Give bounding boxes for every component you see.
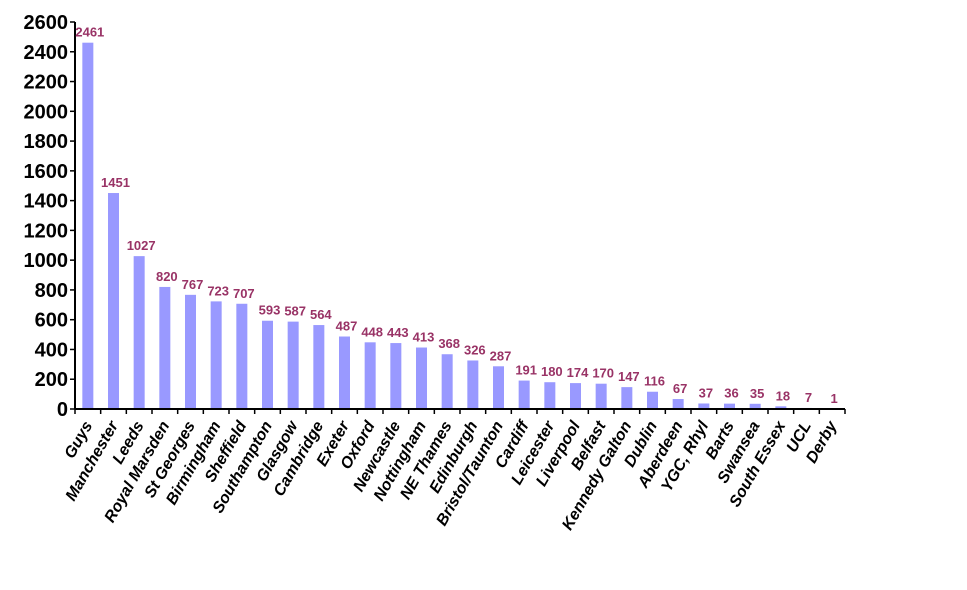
bar xyxy=(339,336,350,409)
bar xyxy=(570,383,581,409)
bar xyxy=(672,399,684,409)
y-tick-label: 600 xyxy=(35,310,68,332)
bar xyxy=(724,403,735,409)
y-tick-label: 1000 xyxy=(24,250,69,272)
bar xyxy=(108,193,119,409)
bar xyxy=(775,406,787,409)
data-label: 180 xyxy=(541,364,563,379)
data-label: 287 xyxy=(490,348,512,363)
bar xyxy=(236,303,248,409)
data-label: 587 xyxy=(284,304,306,319)
bar xyxy=(185,294,196,409)
data-label: 170 xyxy=(592,366,614,381)
bars xyxy=(82,42,838,410)
data-label: 820 xyxy=(156,269,178,284)
y-tick-label: 1800 xyxy=(24,131,69,153)
data-label: 723 xyxy=(207,283,229,298)
data-label: 368 xyxy=(438,336,460,351)
data-label: 2461 xyxy=(75,25,104,40)
y-tick-label: 1400 xyxy=(24,191,69,213)
bar xyxy=(262,320,273,409)
y-tick-label: 2600 xyxy=(24,12,69,34)
data-label: 7 xyxy=(805,390,812,405)
data-label: 564 xyxy=(310,307,332,322)
bar xyxy=(621,387,633,409)
bar xyxy=(647,391,658,409)
bar xyxy=(544,382,556,409)
bar xyxy=(210,301,222,409)
data-label: 413 xyxy=(413,330,435,345)
data-label: 1027 xyxy=(127,238,156,253)
data-label: 35 xyxy=(750,386,764,401)
bar xyxy=(698,403,710,409)
bar xyxy=(133,256,145,409)
bar xyxy=(416,347,427,409)
data-label: 326 xyxy=(464,342,486,357)
data-label: 191 xyxy=(515,363,537,378)
bar xyxy=(364,342,376,409)
y-tick-label: 1600 xyxy=(24,161,69,183)
y-tick-label: 200 xyxy=(35,369,68,391)
y-tick-label: 400 xyxy=(35,339,68,361)
bar xyxy=(441,354,453,409)
data-label: 67 xyxy=(673,381,687,396)
bar xyxy=(749,403,761,409)
data-label: 1451 xyxy=(101,175,130,190)
data-label: 116 xyxy=(644,374,665,389)
data-label: 443 xyxy=(387,325,409,340)
y-axis: 0 200 400 600 800 1000 1200 1400 1600 1800 2000 220… xyxy=(24,12,76,421)
data-label: 147 xyxy=(618,369,640,384)
y-tick-label: 2000 xyxy=(24,101,69,123)
bar xyxy=(287,321,299,409)
bar xyxy=(493,366,504,409)
bar xyxy=(390,343,402,409)
bar xyxy=(159,286,171,409)
data-label: 36 xyxy=(724,386,738,401)
data-label: 18 xyxy=(776,388,790,403)
bar xyxy=(467,360,479,409)
y-tick-label: 2200 xyxy=(24,72,69,94)
data-label: 707 xyxy=(233,286,255,301)
data-label: 593 xyxy=(259,303,281,318)
data-label: 174 xyxy=(567,365,589,380)
bar xyxy=(595,383,607,409)
bar xyxy=(313,325,325,409)
data-label: 487 xyxy=(336,319,358,334)
bar xyxy=(518,380,530,409)
data-label: 448 xyxy=(361,324,383,339)
data-label: 767 xyxy=(182,277,204,292)
y-tick-label: 800 xyxy=(35,280,68,302)
data-label: 1 xyxy=(831,391,838,406)
data-label: 37 xyxy=(699,385,713,400)
y-tick-label: 0 xyxy=(57,399,68,421)
bar xyxy=(82,42,94,410)
y-tick-label: 1200 xyxy=(24,220,69,242)
y-tick-label: 2400 xyxy=(24,42,69,64)
